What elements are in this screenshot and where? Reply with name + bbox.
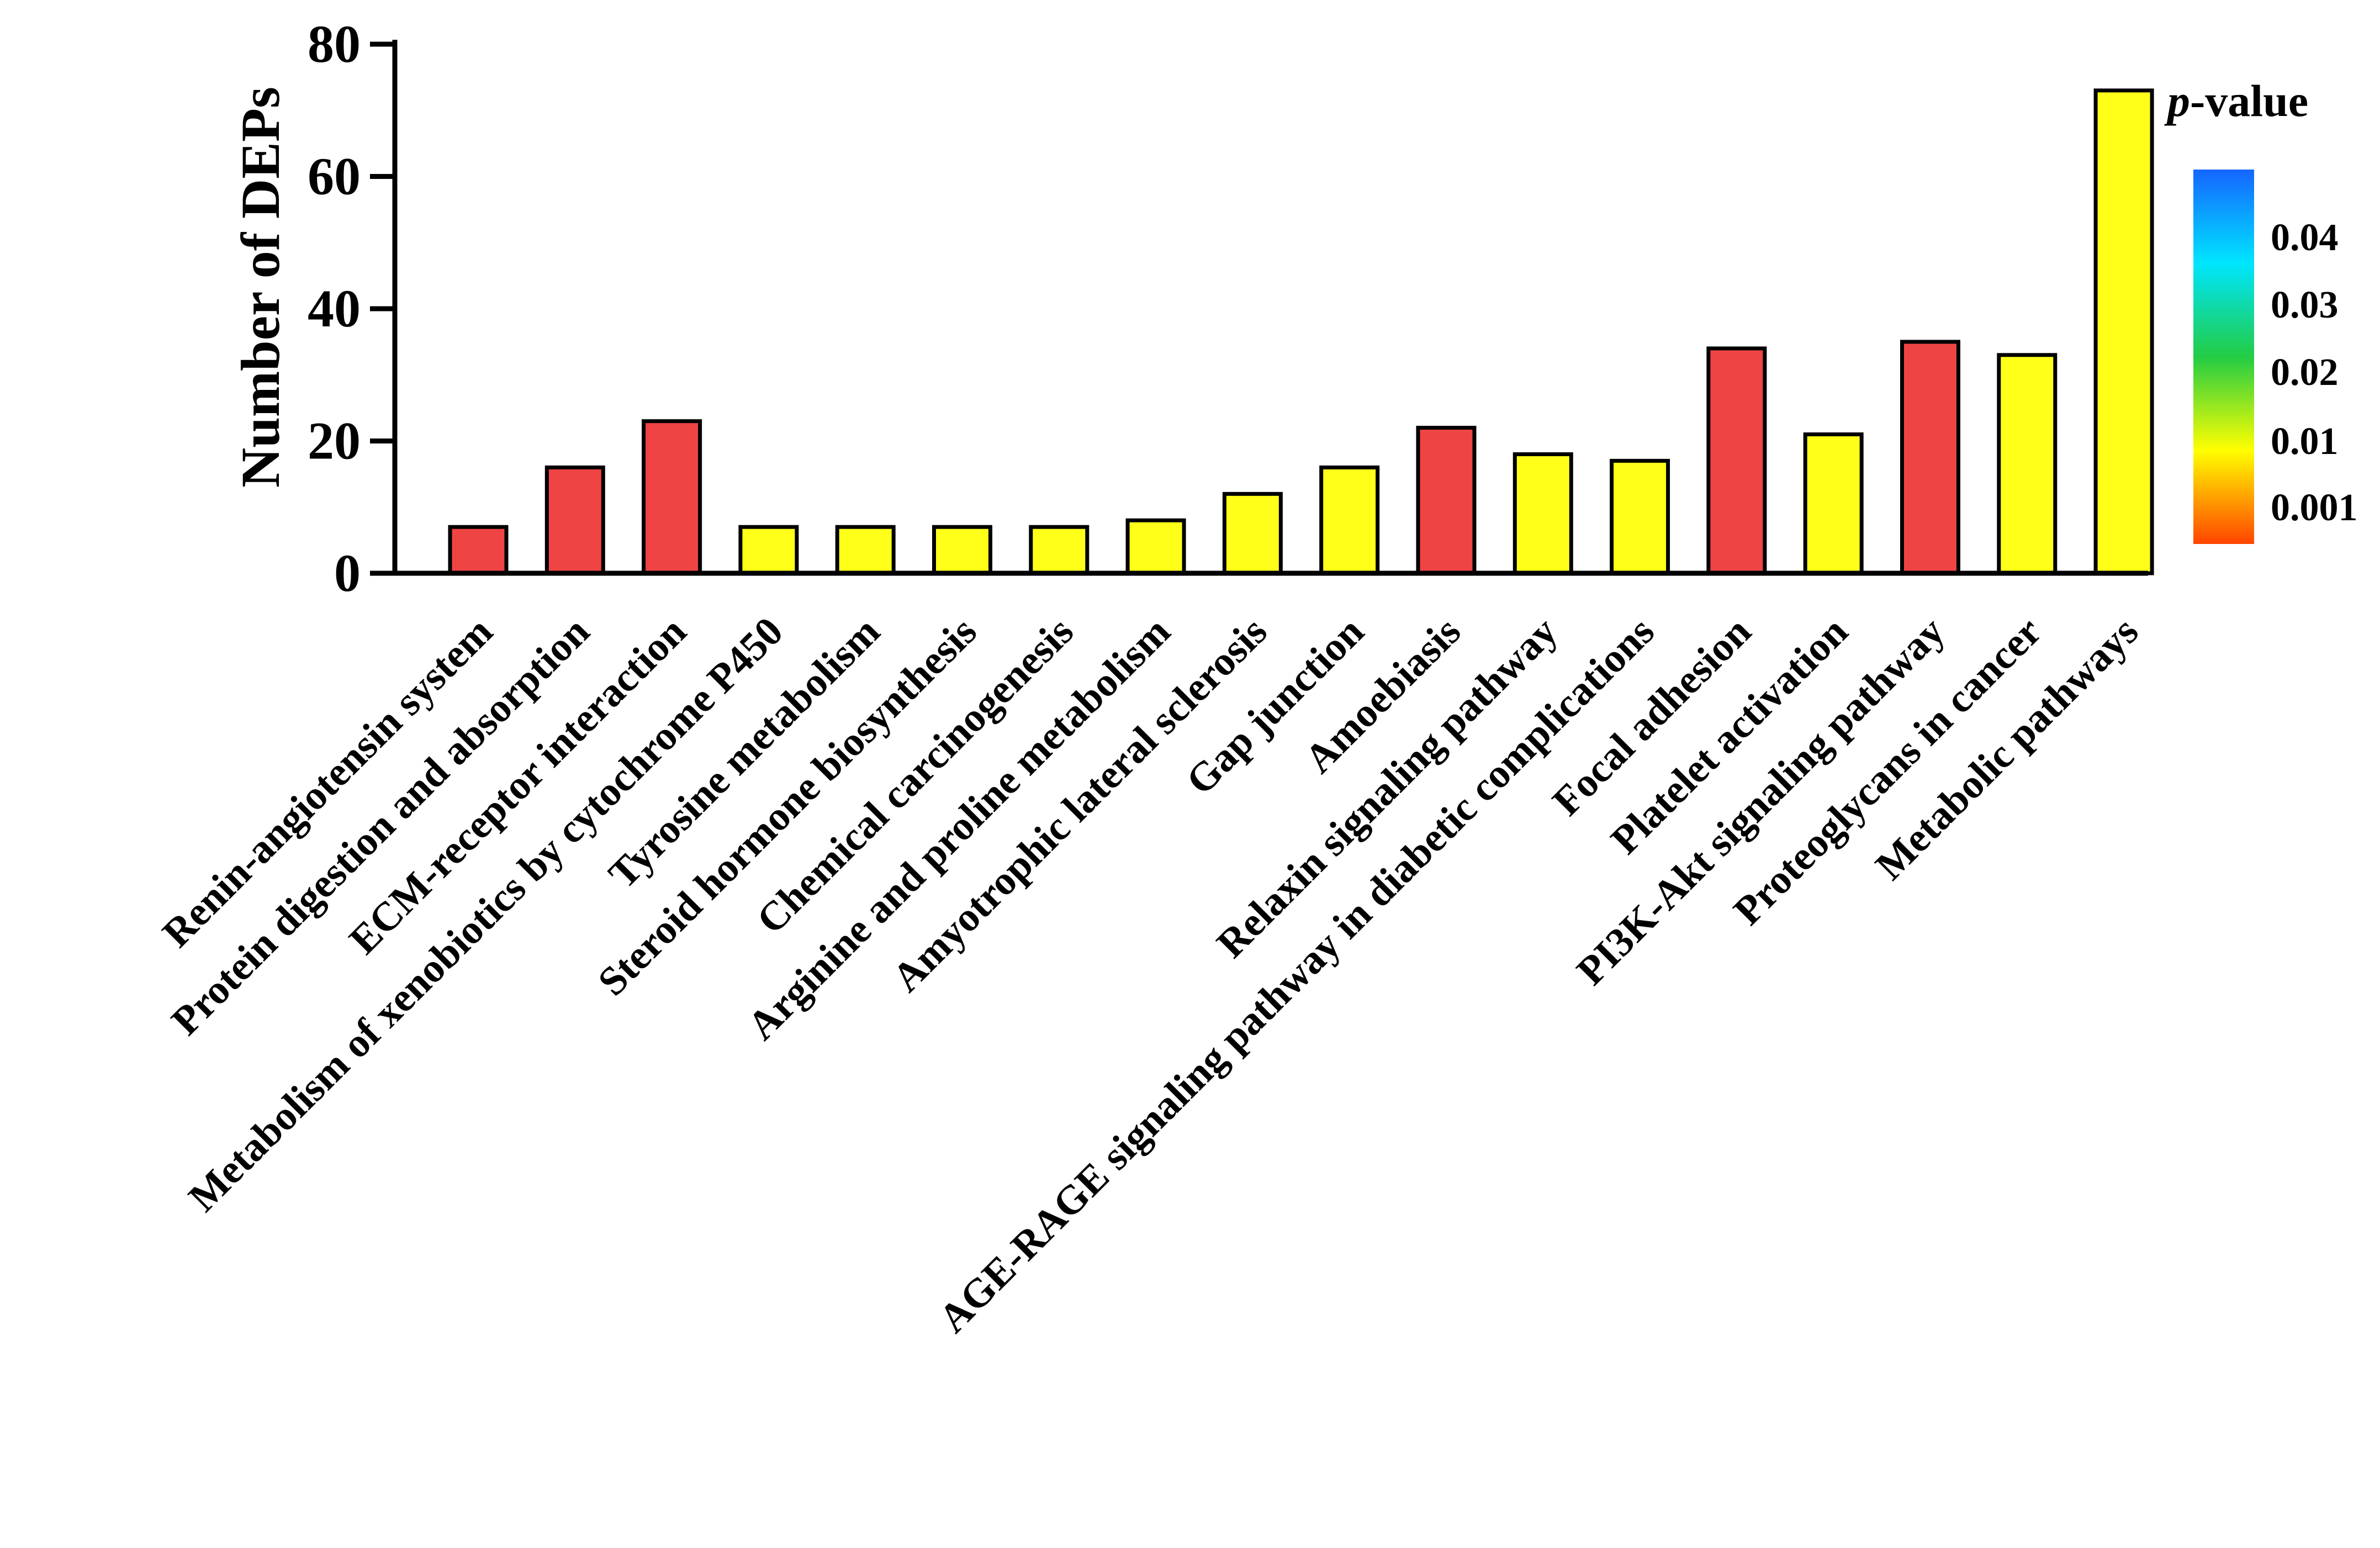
y-tick-label: 40 — [308, 279, 361, 338]
bar — [544, 465, 605, 575]
bar — [1319, 465, 1380, 575]
bar — [1125, 518, 1186, 575]
bars-layer — [448, 88, 2154, 575]
legend-tick-label: 0.02 — [2271, 351, 2339, 394]
y-tick-label: 20 — [308, 411, 361, 471]
bar — [642, 419, 702, 575]
legend-tick-label: 0.03 — [2271, 284, 2339, 326]
y-tick-label: 80 — [308, 14, 361, 73]
bar — [1803, 432, 1864, 575]
bar — [1610, 458, 1670, 575]
y-tick-label: 0 — [334, 543, 361, 603]
y-axis-title: Number of DEPs — [230, 87, 291, 488]
bar — [1900, 340, 1960, 575]
y-tick-label: 60 — [308, 147, 361, 206]
bar — [1997, 353, 2058, 575]
legend: p-value 0.04 0.03 0.02 0.01 0.001 — [2164, 76, 2358, 544]
legend-tick-label: 0.04 — [2271, 216, 2339, 259]
legend-title-rest: -value — [2190, 76, 2308, 126]
bar — [932, 525, 992, 575]
legend-ticks: 0.04 0.03 0.02 0.01 0.001 — [2271, 216, 2358, 529]
legend-title-italic: p — [2164, 76, 2190, 126]
bar — [448, 525, 509, 575]
x-tick-label: Protein digestion and absorption — [163, 609, 598, 1044]
legend-tick-label: 0.001 — [2271, 487, 2358, 529]
bar — [2093, 88, 2154, 575]
legend-title: p-value — [2164, 76, 2308, 126]
bar — [835, 525, 896, 575]
bar — [738, 525, 799, 575]
bar — [1706, 346, 1767, 575]
bar — [1512, 452, 1573, 575]
legend-tick-label: 0.01 — [2271, 420, 2339, 463]
bar — [1416, 426, 1477, 575]
legend-colorbar — [2193, 170, 2254, 544]
bar — [1222, 492, 1283, 575]
bar — [1029, 525, 1089, 575]
